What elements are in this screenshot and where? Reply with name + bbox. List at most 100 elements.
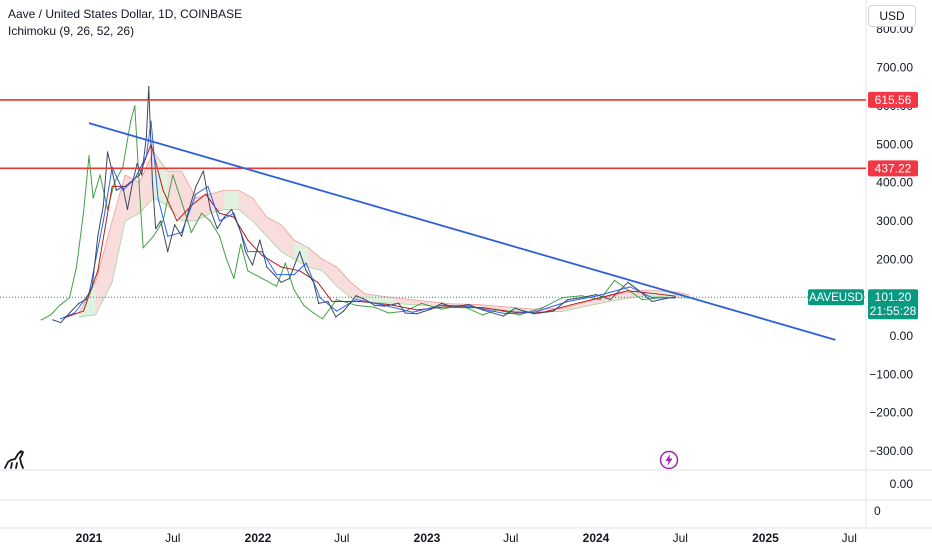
conversion-line-point — [355, 298, 357, 301]
base-line-point — [176, 220, 178, 222]
base-line-point — [359, 300, 361, 303]
price-line-point — [52, 319, 54, 321]
price-line-point — [251, 264, 254, 266]
base-line-point — [514, 311, 516, 313]
price-line-point — [305, 270, 307, 272]
lagging-span-line-point — [543, 306, 545, 308]
lightning-bolt-icon[interactable] — [659, 450, 679, 470]
conversion-line-point — [218, 220, 221, 222]
base-line-point — [124, 185, 126, 188]
chart-title: Aave / United States Dollar, 1D, COINBAS… — [8, 7, 243, 21]
lagging-span-line-point — [519, 314, 521, 316]
price-line-point — [364, 298, 366, 301]
base-line-point — [82, 310, 85, 312]
price-line-point — [151, 182, 154, 184]
conversion-line-point — [150, 120, 152, 122]
cloud-segment — [421, 300, 451, 308]
horizontal-line-price-label: 437.22 — [875, 161, 912, 175]
lagging-span-line-point — [225, 258, 228, 260]
conversion-line-point — [319, 297, 321, 299]
conversion-line-point — [533, 311, 535, 313]
y-axis-tick-label: 200.00 — [876, 252, 913, 266]
cloud-segment — [112, 174, 126, 283]
lagging-span-line-point — [130, 120, 132, 122]
lagging-span-line-point — [40, 319, 42, 321]
cloud-segment — [125, 174, 140, 221]
conversion-line-point — [468, 305, 470, 307]
y-axis-tick-label: −100.00 — [869, 367, 913, 381]
current-price-label: 101.20 — [875, 290, 912, 304]
price-line-point — [188, 208, 190, 211]
price-line-point — [567, 298, 569, 301]
price-line-point — [111, 170, 113, 172]
price-line-point — [266, 266, 268, 268]
cloud-segment — [139, 151, 154, 214]
y-axis-tick-label: −200.00 — [869, 406, 913, 420]
x-axis-tick-label: Jul — [503, 531, 518, 545]
lagging-span-line-point — [581, 295, 583, 297]
price-line-point — [453, 306, 455, 308]
lagging-span-line-point — [613, 279, 616, 281]
conversion-line-point — [412, 311, 414, 313]
conversion-line-point — [145, 155, 148, 157]
currency-button[interactable]: USD — [868, 5, 916, 27]
dinosaur-logo-icon[interactable] — [2, 446, 26, 472]
x-axis-tick-label: Jul — [334, 531, 349, 545]
base-line-point — [205, 193, 207, 195]
price-line-point — [533, 313, 535, 315]
base-line-point — [111, 185, 113, 188]
trend-line[interactable] — [88, 122, 836, 341]
symbol-label-bg — [808, 289, 864, 306]
price-line-point — [383, 305, 386, 307]
price-line-point — [259, 239, 261, 241]
price-line-point — [552, 310, 555, 312]
price-line-point — [627, 281, 629, 283]
lagging-span-line-point — [82, 212, 85, 214]
x-axis-tick-label: 2022 — [245, 531, 272, 545]
price-line-point — [244, 251, 247, 253]
cloud-segment — [238, 190, 253, 221]
price-line-point — [68, 312, 71, 314]
lagging-span-line-point — [209, 220, 211, 222]
base-line-point — [218, 212, 221, 214]
lagging-span-line-point — [190, 231, 192, 234]
price-line-point — [502, 315, 504, 317]
price-line-point — [136, 162, 138, 165]
conversion-line-point — [157, 197, 159, 199]
price-line-point — [355, 295, 357, 297]
cloud-segment — [562, 300, 591, 312]
price-line-point — [102, 205, 104, 207]
cloud-segment — [294, 240, 309, 267]
lagging-span-line-point — [284, 262, 286, 264]
lagging-span-line-point — [134, 105, 136, 107]
lagging-span-line-point — [138, 189, 141, 191]
lagging-span-line-point — [218, 235, 221, 237]
base-line-point — [299, 270, 301, 272]
sub-pane-tick-label: 0.00 — [890, 477, 914, 491]
lagging-span-line-point — [181, 201, 183, 203]
price-line-point — [223, 216, 225, 218]
cloud-segment — [477, 304, 506, 311]
base-line-point — [481, 307, 484, 309]
lagging-span-line-point — [99, 174, 101, 176]
conversion-line-point — [102, 220, 104, 222]
price-line-point — [85, 298, 87, 301]
price-line-point — [202, 170, 204, 172]
lagging-span-line-point — [387, 312, 390, 314]
lagging-span-line-point — [303, 304, 305, 306]
price-line-point — [240, 231, 242, 234]
x-axis-tick-label: Jul — [842, 531, 857, 545]
price-line-point — [231, 208, 233, 211]
price-line-point — [160, 220, 162, 222]
indicator-legend[interactable]: Ichimoku (9, 26, 52, 26) — [8, 24, 135, 38]
lagging-span-line-point — [49, 314, 52, 316]
price-line-point — [481, 309, 484, 311]
price-line-point — [312, 281, 315, 283]
lagging-span-line-point — [374, 306, 376, 308]
price-line-point — [374, 304, 376, 306]
cloud-segment — [308, 247, 323, 271]
lagging-span-line-point — [641, 298, 643, 301]
y-axis-tick-label: 0.00 — [890, 329, 914, 343]
cloud-segment — [322, 259, 337, 287]
